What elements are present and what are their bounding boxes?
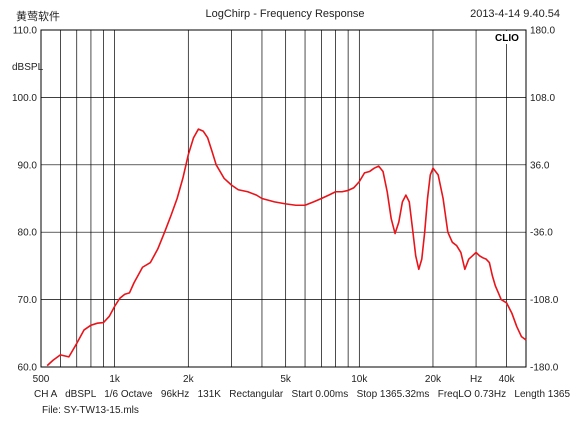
timestamp: 2013-4-14 9.40.54 <box>470 8 560 20</box>
x-tick-label: 1k <box>109 374 121 385</box>
x-axis-label: Hz <box>470 374 482 385</box>
y-axis-label: dBSPL <box>12 62 44 73</box>
x-tick-label: 40k <box>499 374 516 385</box>
series-line-spl <box>46 128 527 367</box>
y2-tick-label: -180.0 <box>530 363 559 374</box>
y-tick-label: 90.0 <box>18 160 38 171</box>
clio-badge-text: CLIO <box>495 33 519 44</box>
clio-badge: CLIO <box>490 31 524 44</box>
x-tick-label: 500 <box>33 374 50 385</box>
y2-tick-label: 108.0 <box>530 93 555 104</box>
x-tick-label: 2k <box>183 374 195 385</box>
y2-tick-label: 180.0 <box>530 26 555 37</box>
brand-label: 黄莺软件 <box>16 11 60 23</box>
y-tick-label: 100.0 <box>12 93 37 104</box>
y2-tick-labels: 180.0 108.0 36.0 -36.0 -108.0 -180.0 <box>530 26 559 374</box>
chart-title: LogChirp - Frequency Response <box>205 8 365 20</box>
y-tick-label: 70.0 <box>18 295 38 306</box>
file-name: File: SY-TW13-15.mls <box>42 405 139 416</box>
y-tick-labels: 110.0 100.0 90.0 80.0 70.0 60.0 <box>12 26 37 374</box>
x-tick-label: 20k <box>425 374 442 385</box>
x-tick-labels: 500 1k 2k 5k 10k 20k 40k <box>33 374 516 385</box>
x-tick-label: 10k <box>351 374 368 385</box>
y-tick-label: 80.0 <box>18 228 38 239</box>
y2-tick-label: -108.0 <box>530 295 559 306</box>
plot-frame <box>40 29 527 368</box>
clio-badge-box <box>490 31 524 44</box>
y-tick-label: 110.0 <box>13 26 38 37</box>
grid <box>40 30 526 367</box>
x-tick-label: 5k <box>280 374 292 385</box>
y2-tick-label: -36.0 <box>530 228 553 239</box>
y2-tick-label: 36.0 <box>530 160 550 171</box>
y-tick-label: 60.0 <box>18 363 38 374</box>
measurement-settings: CH A dBSPL 1/6 Octave 96kHz 131K Rectang… <box>34 389 570 400</box>
